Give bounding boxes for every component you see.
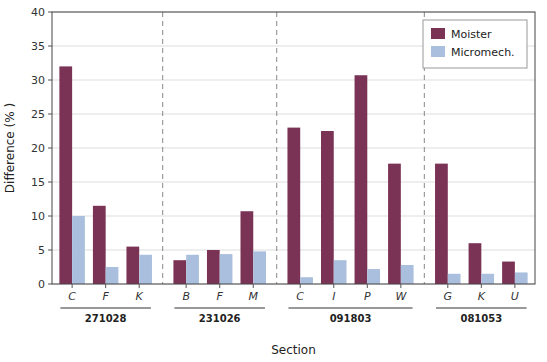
bar (220, 254, 233, 284)
bar (334, 260, 347, 284)
x-tick-label: C (296, 290, 304, 303)
bar (435, 164, 448, 284)
y-tick-label: 20 (31, 142, 45, 155)
bar (139, 255, 152, 284)
group-bracket (436, 308, 527, 309)
bar (241, 211, 254, 284)
x-tick-label: K (478, 290, 486, 303)
x-tick-label: W (395, 290, 407, 303)
legend: Moister Micromech. (423, 20, 527, 68)
group-bracket (288, 308, 412, 309)
x-tick (139, 284, 140, 288)
legend-swatch (431, 46, 445, 57)
x-tick (481, 284, 482, 288)
y-tick-label: 0 (38, 278, 45, 291)
x-tick (367, 284, 368, 288)
x-tick (186, 284, 187, 288)
x-tick (333, 284, 334, 288)
group-separator (276, 12, 277, 284)
grid-line (52, 80, 535, 81)
x-tick (400, 284, 401, 288)
bar (207, 250, 220, 284)
bar (59, 66, 72, 284)
group-separator (162, 12, 163, 284)
y-tick (48, 250, 52, 251)
y-tick-label: 10 (31, 210, 45, 223)
grid-line (52, 114, 535, 115)
y-tick (48, 182, 52, 183)
bar (502, 262, 515, 284)
y-tick-label: 40 (31, 6, 45, 19)
y-tick-label: 15 (31, 176, 45, 189)
y-tick (48, 12, 52, 13)
y-tick (48, 148, 52, 149)
y-tick (48, 284, 52, 285)
x-tick-label: M (249, 290, 259, 303)
x-tick-label: I (332, 290, 335, 303)
y-tick (48, 80, 52, 81)
legend-swatch (431, 28, 445, 39)
bar (321, 131, 334, 284)
group-label: 081053 (460, 313, 502, 324)
x-tick (447, 284, 448, 288)
plot-frame (52, 12, 535, 284)
x-tick-label: C (68, 290, 76, 303)
x-tick (300, 284, 301, 288)
legend-label: Micromech. (451, 46, 515, 59)
bar (106, 267, 119, 284)
bar (72, 216, 85, 284)
y-tick-label: 5 (38, 244, 45, 257)
x-tick (219, 284, 220, 288)
legend-label: Moister (451, 28, 492, 41)
group-bracket (174, 308, 265, 309)
x-tick (105, 284, 106, 288)
y-tick (48, 216, 52, 217)
x-tick-label: K (136, 290, 144, 303)
bar (93, 206, 106, 284)
y-tick (48, 114, 52, 115)
legend-box (423, 20, 527, 68)
bar (126, 247, 139, 284)
bars (59, 66, 527, 284)
group-bracket (60, 308, 151, 309)
x-tick (253, 284, 254, 288)
y-tick-label: 35 (31, 40, 45, 53)
bar (469, 243, 482, 284)
bar (481, 274, 494, 284)
y-axis: 0 5 10 15 20 25 30 35 40 (31, 6, 535, 291)
x-tick-label: F (103, 290, 110, 303)
chart: 0 5 10 15 20 25 30 35 40 C F K B F M C I P W G K U 271028 23102… (0, 0, 547, 362)
bar (388, 164, 401, 284)
x-tick-label: P (364, 290, 371, 303)
y-axis-title: Difference (% ) (3, 103, 17, 193)
bar (367, 269, 380, 284)
bar (186, 255, 199, 284)
bar (173, 260, 186, 284)
y-tick-label: 25 (31, 108, 45, 121)
bar (355, 75, 368, 284)
y-tick-label: 30 (31, 74, 45, 87)
x-axis: CFKBFMCIPWGKU (68, 284, 519, 303)
bar (287, 128, 300, 284)
x-tick (514, 284, 515, 288)
x-tick (72, 284, 73, 288)
bar (515, 272, 528, 284)
y-tick (48, 46, 52, 47)
bar (253, 251, 266, 284)
x-tick-label: B (182, 290, 190, 303)
group-label: 271028 (85, 313, 127, 324)
group-label: 231026 (199, 313, 241, 324)
x-tick-label: F (217, 290, 224, 303)
x-tick-label: U (511, 290, 519, 303)
bar (300, 277, 313, 284)
bar (401, 265, 414, 284)
x-tick-label: G (444, 290, 453, 303)
bar (448, 274, 461, 284)
x-axis-title: Section (271, 343, 316, 357)
group-label: 091803 (330, 313, 372, 324)
